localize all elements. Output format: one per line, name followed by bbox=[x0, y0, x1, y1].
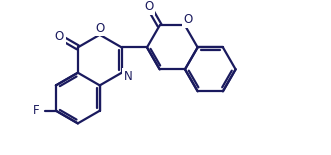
Text: N: N bbox=[124, 70, 132, 83]
Text: O: O bbox=[144, 0, 154, 13]
Text: O: O bbox=[55, 30, 64, 43]
Text: O: O bbox=[95, 22, 104, 35]
Text: F: F bbox=[32, 104, 39, 117]
Text: O: O bbox=[184, 13, 193, 26]
